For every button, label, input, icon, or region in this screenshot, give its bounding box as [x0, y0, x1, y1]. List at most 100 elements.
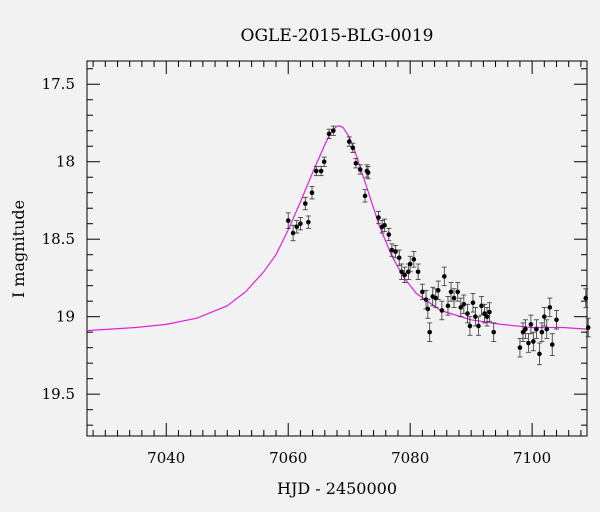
- chart-title: OGLE-2015-BLG-0019: [241, 26, 434, 46]
- data-marker: [389, 247, 395, 253]
- data-point: [544, 319, 550, 339]
- data-point: [458, 297, 464, 318]
- data-marker: [415, 269, 421, 275]
- data-marker: [583, 295, 589, 301]
- data-marker: [465, 311, 470, 316]
- data-marker: [484, 314, 490, 319]
- data-marker: [554, 317, 559, 323]
- data-point: [415, 263, 421, 280]
- data-marker: [309, 190, 315, 196]
- data-point: [541, 306, 547, 327]
- data-point: [486, 302, 492, 322]
- data-point: [533, 319, 539, 339]
- y-tick-label: 19.5: [42, 385, 75, 403]
- data-point: [425, 299, 431, 319]
- data-point: [536, 342, 542, 366]
- data-point: [470, 293, 476, 313]
- data-marker: [306, 219, 311, 225]
- data-marker: [544, 326, 550, 332]
- data-point: [427, 322, 433, 342]
- data-marker: [365, 170, 371, 175]
- data-point: [350, 142, 356, 153]
- data-point: [547, 297, 553, 318]
- data-point: [475, 316, 481, 336]
- data-point: [399, 263, 405, 280]
- data-point: [530, 331, 536, 352]
- data-marker: [491, 329, 497, 335]
- data-marker: [285, 218, 291, 223]
- data-marker: [294, 224, 300, 230]
- data-marker: [382, 222, 387, 228]
- data-point: [491, 322, 497, 342]
- data-marker: [442, 274, 447, 279]
- data-marker: [528, 322, 534, 327]
- data-point: [451, 288, 457, 308]
- data-marker: [411, 257, 417, 262]
- data-marker: [318, 168, 324, 174]
- data-point: [357, 164, 363, 175]
- data-marker: [313, 168, 319, 174]
- data-point: [435, 280, 441, 301]
- data-point: [290, 224, 296, 242]
- data-point: [362, 189, 368, 203]
- data-point: [472, 306, 478, 327]
- data-marker: [298, 221, 303, 227]
- data-point: [549, 333, 555, 356]
- data-point: [346, 136, 352, 147]
- plot-area: 7040 7060 7080 7100 17.5 18 18.5 19 19.5: [42, 60, 591, 467]
- data-marker: [402, 272, 407, 278]
- data-marker: [435, 288, 441, 293]
- data-marker: [487, 309, 492, 315]
- y-tick-label: 17.5: [42, 75, 75, 93]
- data-point: [402, 266, 408, 283]
- data-marker: [321, 159, 327, 165]
- data-marker: [537, 351, 542, 357]
- data-point: [313, 165, 319, 177]
- data-marker: [362, 193, 368, 199]
- data-point: [464, 303, 470, 324]
- data-point: [583, 288, 589, 308]
- data-marker: [407, 261, 413, 267]
- data-point: [382, 218, 388, 232]
- data-point: [439, 300, 445, 321]
- data-marker: [476, 323, 481, 329]
- data-marker: [523, 326, 528, 332]
- data-marker: [399, 269, 404, 275]
- data-marker: [542, 314, 547, 319]
- x-axis-label: HJD - 2450000: [277, 479, 397, 498]
- data-marker: [331, 128, 336, 134]
- data-point: [522, 319, 528, 339]
- data-point: [445, 296, 451, 316]
- data-point: [441, 266, 447, 287]
- data-point: [375, 210, 381, 225]
- data-marker: [302, 201, 308, 206]
- data-marker: [350, 145, 356, 151]
- data-point: [396, 249, 402, 266]
- data-marker: [467, 323, 473, 329]
- data-point: [302, 196, 308, 211]
- data-point: [455, 282, 461, 302]
- data-marker: [473, 314, 478, 319]
- y-tick-label: 18.5: [42, 230, 75, 248]
- data-marker: [547, 305, 553, 310]
- data-marker: [461, 301, 467, 307]
- data-marker: [439, 308, 445, 313]
- data-point: [309, 186, 315, 200]
- data-point: [326, 128, 332, 139]
- y-tick-label: 19: [56, 308, 75, 326]
- data-marker: [396, 255, 402, 261]
- data-marker: [353, 160, 359, 166]
- data-marker: [585, 325, 591, 330]
- data-marker: [420, 289, 425, 295]
- data-marker: [427, 329, 432, 335]
- x-tick-label: 7060: [269, 449, 307, 467]
- data-point: [321, 156, 327, 167]
- data-marker: [393, 249, 398, 254]
- data-point: [585, 317, 591, 338]
- data-marker: [520, 329, 526, 335]
- data-marker: [451, 295, 457, 301]
- data-marker: [517, 345, 523, 350]
- data-marker: [445, 303, 451, 309]
- data-marker: [458, 305, 464, 310]
